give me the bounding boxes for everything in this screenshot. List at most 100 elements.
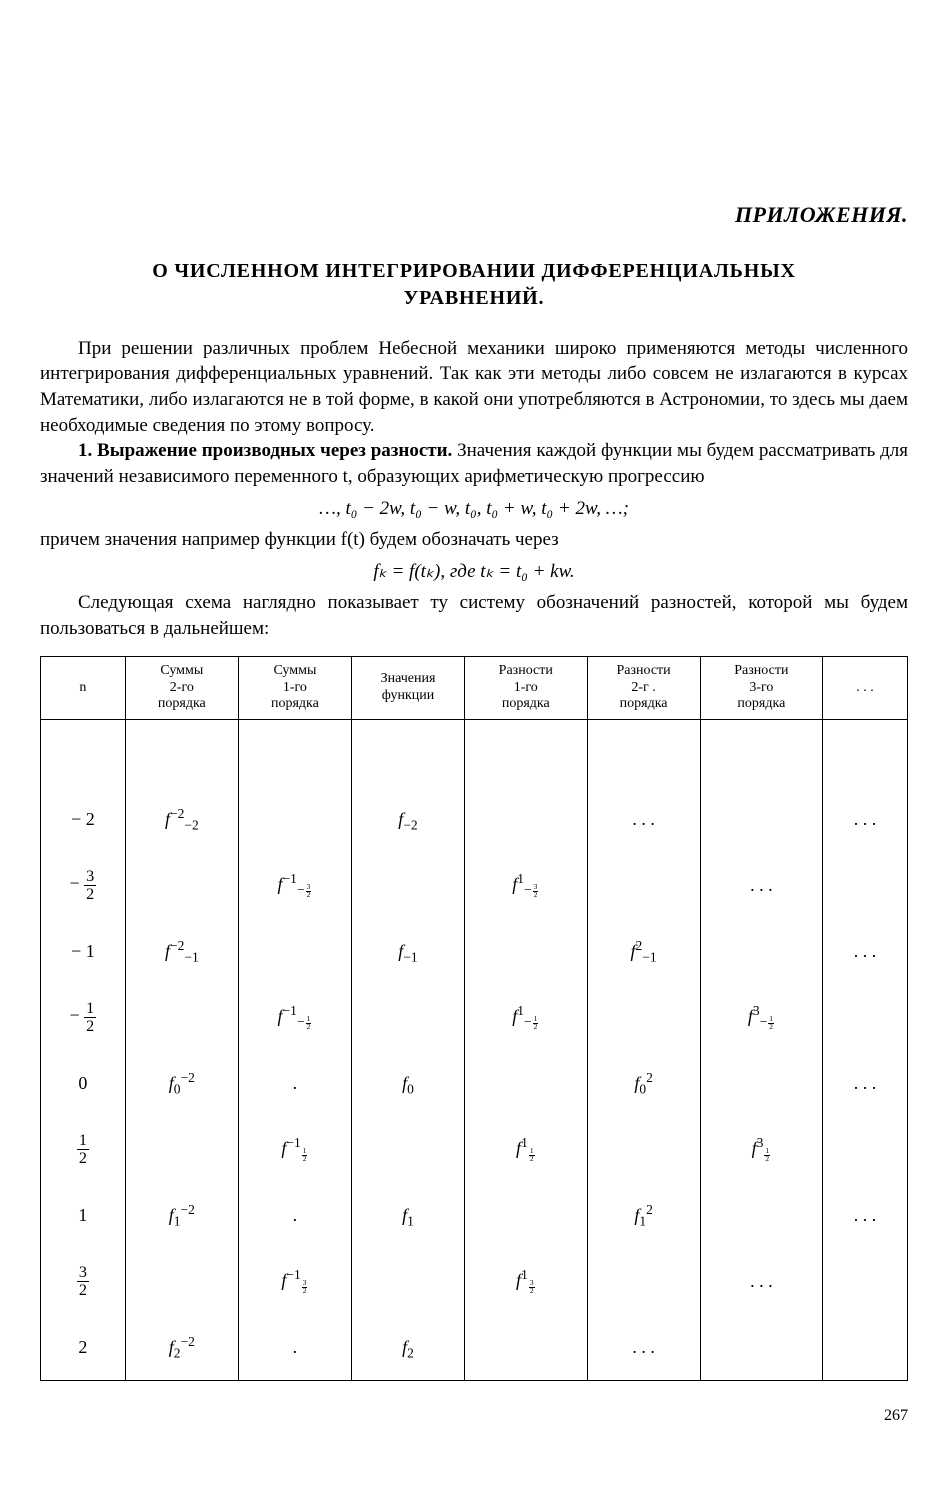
paragraph-4: Следующая схема наглядно показывает ту с… (40, 590, 908, 641)
h2c: порядка (271, 696, 319, 711)
cell-d1: f112 (465, 1116, 588, 1182)
table-row: 12 f−112 f112 f312 (41, 1116, 908, 1182)
cell-sum1: f−112 (238, 1116, 351, 1182)
cell-n: 2 (41, 1314, 126, 1381)
cell-sum2: f1−2 (125, 1182, 238, 1248)
num: 3 (84, 868, 96, 885)
h4b: 1-го (514, 680, 538, 695)
table-row: − 1 f−2−1 f−1 f2−1 . . . (41, 918, 908, 984)
table-header-row: n Суммы 2-го порядка Суммы 1-го порядка … (41, 656, 908, 719)
page-title: О ЧИСЛЕННОМ ИНТЕГРИРОВАНИИ ДИФФЕРЕНЦИАЛЬ… (40, 258, 908, 312)
cell-val: f0 (351, 1050, 464, 1116)
paragraph-intro: При решении различных проблем Небесной м… (40, 336, 908, 439)
cell-n: 32 (41, 1248, 126, 1314)
cell-dots: . . . (823, 786, 908, 852)
paragraph-section-1: 1. Выражение производных через разности.… (40, 438, 908, 489)
cell-dot: . (238, 1182, 351, 1248)
h1b: 2-го (170, 680, 194, 695)
cell-dots: . . . (587, 786, 700, 852)
cell-sum1: f−1−32 (238, 852, 351, 918)
cell-dots: . . . (823, 918, 908, 984)
cell-n: − 32 (41, 852, 126, 918)
cell-d2: f2−1 (587, 918, 700, 984)
cell-sum2: f−2−1 (125, 918, 238, 984)
title-line-2: УРАВНЕНИЙ. (404, 287, 545, 309)
cell-d1: f132 (465, 1248, 588, 1314)
title-line-1: О ЧИСЛЕННОМ ИНТЕГРИРОВАНИИ ДИФФЕРЕНЦИАЛЬ… (152, 260, 796, 282)
paragraph-3: причем значения например функции f(t) бу… (40, 527, 908, 553)
formula-fk: fₖ = f(tₖ), где tₖ = t₀ + kw. (40, 559, 908, 585)
cell-sum1: f−1−12 (238, 984, 351, 1050)
h2a: Суммы (273, 663, 316, 678)
h6b: 3-го (749, 680, 773, 695)
cell-sum1: f−132 (238, 1248, 351, 1314)
table-row: 0 f0−2 . f0 f02 . . . (41, 1050, 908, 1116)
h3b: функции (382, 688, 435, 703)
cell-val: f−1 (351, 918, 464, 984)
col-head-diff1: Разности 1-го порядка (465, 656, 588, 719)
cell-sum2: f−2−2 (125, 786, 238, 852)
cell-dot: . (238, 1314, 351, 1381)
h6a: Разности (734, 663, 788, 678)
table-row: 2 f2−2 . f2 . . . (41, 1314, 908, 1381)
formula-progression: …, t₀ − 2w, t₀ − w, t₀, t₀ + w, t₀ + 2w,… (40, 496, 908, 522)
cell-val: f1 (351, 1182, 464, 1248)
section-heading-1: 1. Выражение производных через разности. (78, 440, 452, 461)
cell-sum2: f0−2 (125, 1050, 238, 1116)
cell-d1: f1−32 (465, 852, 588, 918)
cell-n: 1 (41, 1182, 126, 1248)
den: 2 (77, 1282, 89, 1298)
col-head-more: . . . (823, 656, 908, 719)
difference-table: n Суммы 2-го порядка Суммы 1-го порядка … (40, 656, 908, 1381)
cell-d3: f312 (700, 1116, 823, 1182)
num: 1 (77, 1132, 89, 1149)
cell-dots: . . . (823, 1182, 908, 1248)
neg: − (70, 1005, 80, 1025)
table-row: − 2 f−2−2 f−2 . . . . . . (41, 786, 908, 852)
h2b: 1-го (283, 680, 307, 695)
cell-n: − 1 (41, 918, 126, 984)
table-row: 1 f1−2 . f1 f12 . . . (41, 1182, 908, 1248)
col-head-values: Значения функции (351, 656, 464, 719)
table-row: − 12 f−1−12 f1−12 f3−12 (41, 984, 908, 1050)
den: 2 (77, 1150, 89, 1166)
table-row: 32 f−132 f132 . . . (41, 1248, 908, 1314)
col-head-sum2: Суммы 2-го порядка (125, 656, 238, 719)
col-head-diff3: Разности 3-го порядка (700, 656, 823, 719)
h5c: порядка (620, 696, 668, 711)
cell-sum2: f2−2 (125, 1314, 238, 1381)
cell-dot: . (238, 1050, 351, 1116)
cell-val: f−2 (351, 786, 464, 852)
h6c: порядка (737, 696, 785, 711)
h4a: Разности (499, 663, 553, 678)
h1c: порядка (158, 696, 206, 711)
cell-dots: . . . (700, 852, 823, 918)
cell-d3: f3−12 (700, 984, 823, 1050)
h4c: порядка (502, 696, 550, 711)
h5b: 2-г . (631, 680, 655, 695)
cell-d2: f12 (587, 1182, 700, 1248)
cell-n: − 2 (41, 786, 126, 852)
cell-n: 12 (41, 1116, 126, 1182)
cell-val: f2 (351, 1314, 464, 1381)
h3a: Значения (381, 671, 436, 686)
cell-dots: . . . (823, 1050, 908, 1116)
page-number: 267 (40, 1405, 908, 1427)
num: 3 (77, 1264, 89, 1281)
cell-d2: f02 (587, 1050, 700, 1116)
cell-dots: . . . (587, 1314, 700, 1381)
den: 2 (84, 886, 96, 902)
supertitle: ПРИЛОЖЕНИЯ. (40, 200, 908, 230)
cell-dots: . . . (700, 1248, 823, 1314)
den: 2 (84, 1018, 96, 1034)
num: 1 (84, 1000, 96, 1017)
cell-d1: f1−12 (465, 984, 588, 1050)
col-head-n: n (41, 656, 126, 719)
col-head-diff2: Разности 2-г . порядка (587, 656, 700, 719)
h5a: Разности (616, 663, 670, 678)
cell-n: 0 (41, 1050, 126, 1116)
neg: − (70, 873, 80, 893)
h1a: Суммы (160, 663, 203, 678)
table-row: − 32 f−1−32 f1−32 . . . (41, 852, 908, 918)
cell-n: − 12 (41, 984, 126, 1050)
